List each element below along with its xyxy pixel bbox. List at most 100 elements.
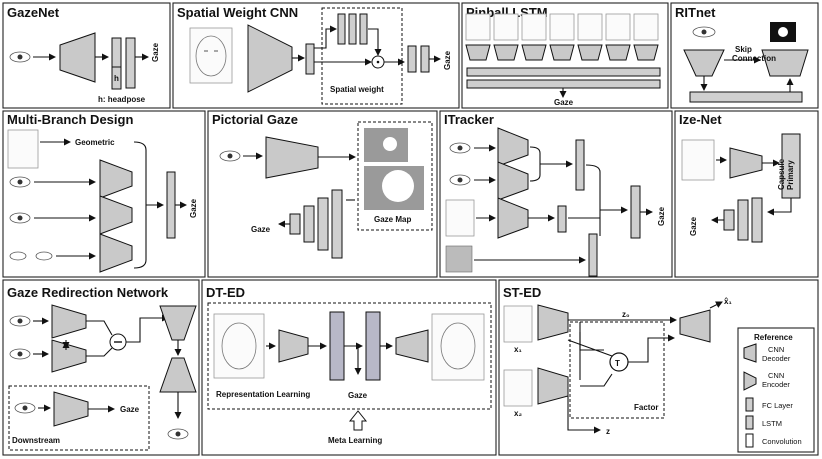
- cnn-encoder-block: [497, 197, 529, 239]
- panel-spatial-weight-cnn: Spatial Weight CNN Spatial weight Gaze: [172, 2, 460, 109]
- spatial-weight-label: Spatial weight: [330, 85, 384, 94]
- cnn-encoder-block: [265, 136, 319, 179]
- latent-z0-label: z₀: [622, 310, 630, 319]
- input-x2-label: x₂: [514, 409, 522, 418]
- cnn-encoder-block: [497, 161, 529, 201]
- panel-multi-branch: Multi-Branch Design Geometric Gaze: [2, 110, 206, 278]
- cnn-encoder-block: [51, 304, 87, 339]
- eye-image: [219, 150, 241, 162]
- cnn-encoder-block: [729, 147, 763, 179]
- cnn-encoder-block: [99, 195, 133, 235]
- spatial-weight-box: [321, 7, 403, 105]
- fc-layer: [166, 171, 176, 239]
- cnn-decoder-block: [395, 329, 429, 363]
- gaze-output-label: Gaze: [689, 216, 698, 236]
- output-xhat-label: x̂₁: [724, 297, 732, 306]
- cnn-encoder-block: [497, 127, 529, 167]
- feature-map: [305, 43, 315, 75]
- izenet-title: Ize-Net: [679, 112, 722, 127]
- legend-cnn-decoder-icon: [743, 343, 757, 363]
- gazenet-title: GazeNet: [7, 5, 60, 20]
- gaze-output-label: Gaze: [151, 42, 160, 62]
- gaze-output-label: Gaze: [443, 50, 452, 70]
- legend-lstm: LSTM: [762, 419, 782, 428]
- panel-pinball-lstm: Pinball LSTM Gaze: [461, 2, 669, 109]
- gaze-output-label: Gaze: [120, 405, 140, 414]
- eye-image: [9, 315, 31, 327]
- representation-learning-label: Representation Learning: [216, 390, 310, 399]
- factor-box: [569, 321, 665, 419]
- panel-st-ed: ST-ED x₁ x₂ z₀ T z Factor x̂₁ Reference …: [498, 279, 819, 456]
- legend-cnn-encoder-icon: [743, 371, 757, 391]
- sted-title: ST-ED: [503, 285, 541, 300]
- geometric-label: Geometric: [75, 138, 115, 147]
- panel-ize-net: Ize-Net PrimaryCapsule Gaze: [674, 110, 819, 278]
- fc-layer: [125, 37, 136, 89]
- input-x1-label: x₁: [514, 345, 522, 354]
- legend-fc-layer: FC Layer: [762, 401, 793, 410]
- cnn-decoder-block: [679, 309, 711, 343]
- ritnet-title: RITnet: [675, 5, 716, 20]
- legend-cnn-decoder: CNN Decoder: [762, 345, 791, 363]
- itracker-title: ITracker: [444, 112, 494, 127]
- cnn-encoder-block: [59, 32, 96, 83]
- legend-cnn-encoder: CNN Encoder: [762, 371, 790, 389]
- latent-code: [365, 311, 381, 381]
- skip-connection-label: Skip Connection: [732, 45, 776, 63]
- gaze-map-box: [357, 121, 433, 231]
- eye-image: [14, 402, 36, 414]
- cnn-decoder-block: [761, 49, 809, 77]
- panel-ritnet: RITnet Skip Connection: [670, 2, 819, 109]
- latent-code: [329, 311, 345, 381]
- cnn-encoder-block: [537, 367, 569, 405]
- fc-layer: [588, 233, 598, 277]
- cnn-encoder-block: [159, 357, 197, 393]
- downstream-label: Downstream: [12, 436, 60, 445]
- lstm-layer: [466, 79, 661, 89]
- cnn-encoder-block: [51, 339, 87, 373]
- gaze-output-label: Gaze: [657, 206, 666, 226]
- eye-image: [9, 176, 31, 188]
- multibranch-title: Multi-Branch Design: [7, 112, 133, 127]
- dted-title: DT-ED: [206, 285, 245, 300]
- fc-layer: [630, 185, 641, 239]
- factor-label: Factor: [634, 403, 658, 412]
- eye-image: [9, 51, 31, 63]
- face-sequence: [465, 13, 659, 41]
- legend-convolution: Convolution: [762, 437, 802, 446]
- face-grid: [445, 245, 473, 273]
- cnn-encoder-block: [53, 391, 89, 427]
- meta-learning-label: Meta Learning: [328, 436, 382, 445]
- reference-legend: Reference CNN Decoder CNN Encoder FC Layer…: [737, 327, 815, 453]
- reference-title: Reference: [754, 333, 793, 342]
- eye-image: [167, 428, 189, 440]
- panel-itracker: ITracker Gaze: [439, 110, 673, 278]
- eye-image: [692, 26, 716, 38]
- panel-dt-ed: DT-ED Representation Learning Gaze Meta …: [201, 279, 497, 456]
- lstm-layer: [466, 67, 661, 77]
- redirection-title: Gaze Redirection Network: [7, 285, 169, 300]
- face-image: [189, 27, 233, 84]
- cnn-encoder-block: [99, 159, 133, 199]
- panel-pictorial-gaze: Pictorial Gaze Gaze Map Gaze: [207, 110, 438, 278]
- cnn-encoder-block: [683, 49, 725, 77]
- eye-image: [449, 142, 471, 154]
- spatial-title: Spatial Weight CNN: [177, 5, 298, 20]
- cnn-encoder-block: [99, 233, 133, 273]
- gaze-output-label: Gaze: [189, 198, 198, 218]
- fc-layer: [575, 139, 585, 191]
- meta-learning-arrow: [348, 410, 368, 431]
- pictorial-title: Pictorial Gaze: [212, 112, 298, 127]
- legend-convolution-icon: [745, 433, 754, 448]
- downstream-box: [8, 385, 150, 451]
- fc-layer: [557, 205, 567, 233]
- eye-image: [449, 174, 471, 186]
- cnn-encoder-block: [278, 329, 309, 363]
- representation-box: [207, 302, 492, 410]
- gaze-output-label: Gaze: [251, 225, 271, 234]
- cnn-encoder-block: [247, 24, 293, 93]
- cnn-encoder-block: [537, 304, 569, 341]
- eye-image: [9, 212, 31, 224]
- transform-symbol: T: [615, 359, 620, 368]
